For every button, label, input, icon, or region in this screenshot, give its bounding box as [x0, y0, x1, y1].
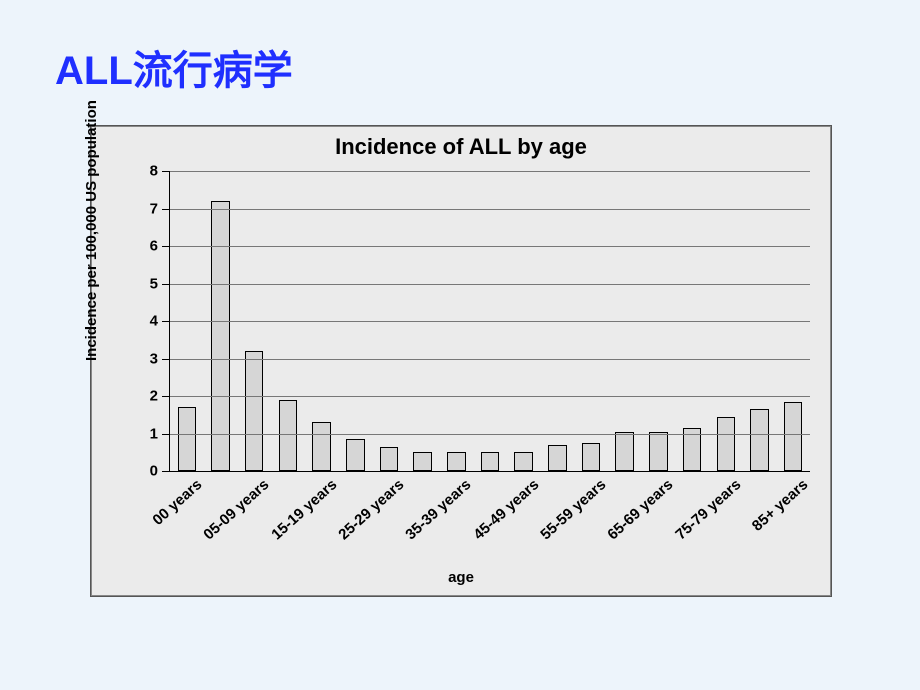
- y-tick: [162, 359, 170, 360]
- bar: [211, 201, 230, 471]
- y-tick-label: 1: [150, 425, 158, 442]
- bar: [178, 407, 197, 471]
- y-tick-label: 4: [150, 313, 158, 330]
- bar: [750, 409, 769, 471]
- bar: [447, 452, 466, 471]
- y-tick-label: 2: [150, 388, 158, 405]
- bar: [346, 439, 365, 471]
- gridline: [170, 434, 810, 435]
- y-tick-label: 8: [150, 163, 158, 180]
- y-axis-label: Incidence per 100,000 US population: [83, 100, 100, 361]
- y-tick: [162, 284, 170, 285]
- y-tick-label: 3: [150, 350, 158, 367]
- gridline: [170, 284, 810, 285]
- y-tick: [162, 246, 170, 247]
- y-tick: [162, 171, 170, 172]
- bar: [615, 432, 634, 471]
- plot-area: 012345678: [169, 171, 810, 472]
- bar: [279, 400, 298, 471]
- x-tick-labels: 00 years05-09 years15-19 years25-29 year…: [169, 476, 809, 556]
- bar: [312, 422, 331, 471]
- bar: [649, 432, 668, 471]
- bar: [380, 447, 399, 471]
- y-tick: [162, 209, 170, 210]
- y-tick-label: 0: [150, 463, 158, 480]
- y-tick-label: 7: [150, 200, 158, 217]
- bar: [784, 402, 803, 471]
- gridline: [170, 396, 810, 397]
- bar: [548, 445, 567, 471]
- page-title: ALL流行病学: [55, 38, 293, 96]
- bar: [514, 452, 533, 471]
- bar: [245, 351, 264, 471]
- gridline: [170, 321, 810, 322]
- bar: [481, 452, 500, 471]
- gridline: [170, 359, 810, 360]
- gridline: [170, 171, 810, 172]
- bar: [717, 417, 736, 471]
- chart-title: Incidence of ALL by age: [91, 126, 831, 160]
- y-tick: [162, 471, 170, 472]
- y-tick-label: 6: [150, 238, 158, 255]
- y-tick: [162, 396, 170, 397]
- y-tick: [162, 321, 170, 322]
- gridline: [170, 246, 810, 247]
- x-axis-label: age: [91, 569, 831, 586]
- y-tick-label: 5: [150, 275, 158, 292]
- chart-frame: Incidence of ALL by age Incidence per 10…: [90, 125, 832, 597]
- bar: [582, 443, 601, 471]
- y-tick: [162, 434, 170, 435]
- gridline: [170, 209, 810, 210]
- bar: [413, 452, 432, 471]
